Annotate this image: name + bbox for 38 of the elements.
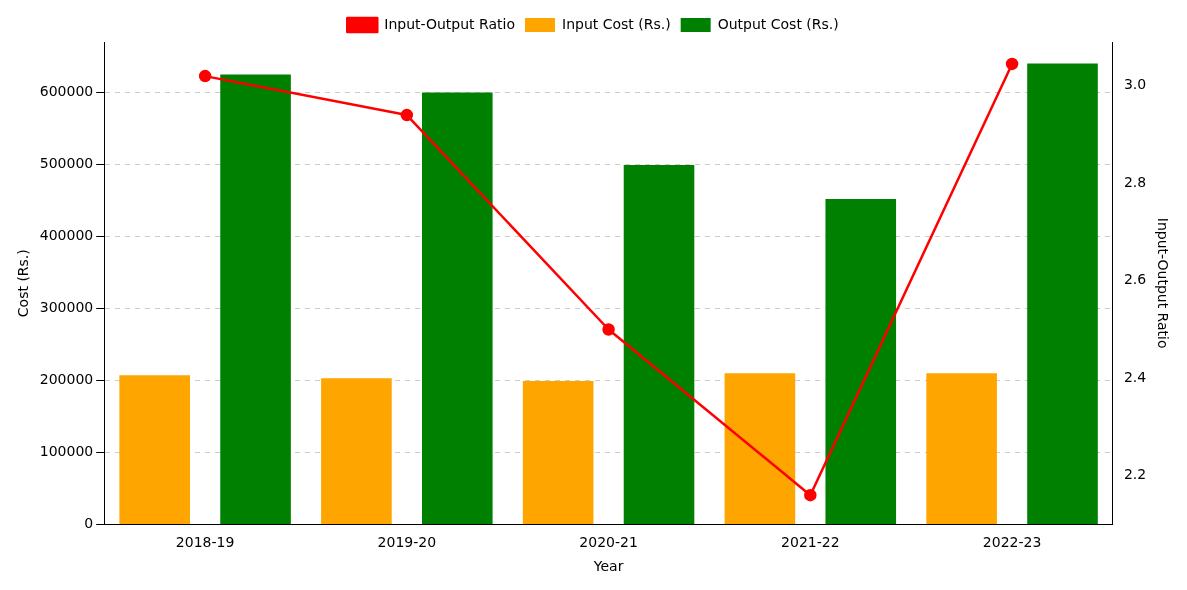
x-tick-label: 2021-22 (781, 534, 840, 551)
y2-tick-label: 2.2 (1123, 466, 1147, 483)
legend-label: Input-Output Ratio (384, 15, 515, 32)
y-tick-label: 200000 (39, 371, 94, 388)
x-tick-label: 2019-20 (377, 534, 437, 551)
x-tick-label: 2022-23 (982, 534, 1042, 551)
x-axis-title: Year (592, 558, 624, 575)
y-tick-label: 0 (84, 515, 94, 532)
x-tick-label: 2020-21 (579, 534, 638, 551)
bar (119, 375, 190, 524)
legend-label: Output Cost (Rs.) (717, 15, 839, 32)
bar (623, 165, 695, 524)
y-axis-title: Cost (Rs.) (15, 249, 32, 318)
point (198, 69, 212, 83)
y-tick-label: 300000 (39, 299, 94, 316)
bar (321, 378, 392, 524)
bar (220, 74, 291, 524)
y2-tick-label: 3.0 (1123, 76, 1147, 93)
y2-tick-label: 2.4 (1123, 368, 1147, 385)
bar (825, 198, 897, 524)
y-tick-label: 400000 (39, 227, 94, 244)
bar (724, 373, 796, 524)
point (602, 323, 615, 336)
bar (1027, 63, 1098, 524)
y-tick-label: 600000 (39, 83, 94, 100)
bar (926, 373, 997, 524)
y2-tick-label: 2.8 (1123, 173, 1147, 190)
y-tick-label: 100000 (39, 443, 94, 460)
point (804, 488, 817, 502)
y2-tick-label: 2.6 (1123, 271, 1147, 288)
bar (522, 381, 594, 524)
point (1005, 57, 1019, 71)
x-tick-label: 2018-19 (175, 534, 235, 551)
bar (421, 92, 493, 524)
y2-axis-title: Input-Output Ratio (1154, 217, 1171, 349)
y-tick-label: 500000 (39, 155, 94, 172)
legend-label: Input Cost (Rs.) (562, 15, 671, 32)
point (400, 108, 414, 122)
